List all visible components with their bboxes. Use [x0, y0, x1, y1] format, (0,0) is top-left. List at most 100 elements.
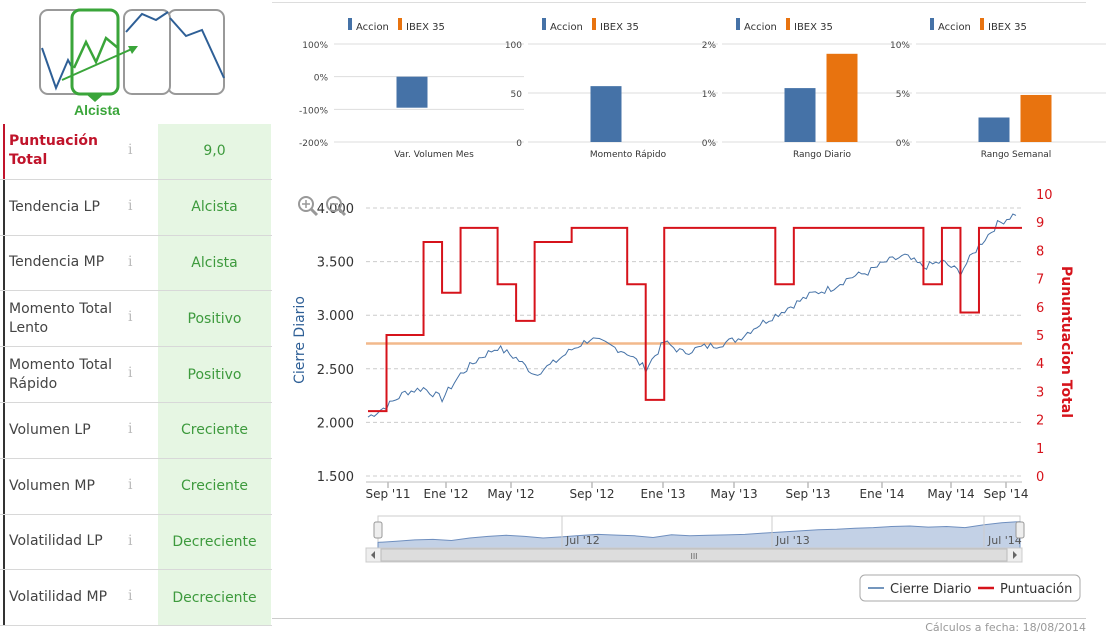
x-tick-label: Sep '14 [984, 487, 1029, 501]
score-row-label: Volumen MP [3, 458, 128, 514]
score-row-value: Decreciente [158, 570, 271, 626]
bottom-divider [272, 618, 1086, 619]
right-axis-title: Pununtuacion Total [1058, 266, 1074, 418]
x-tick-label: Ene '14 [860, 487, 905, 501]
main-legend: Cierre Diario Puntuación [859, 574, 1081, 602]
bar [784, 88, 816, 142]
navigator-left-handle[interactable] [373, 521, 383, 539]
legend-label-score[interactable]: Puntuación [1000, 582, 1072, 597]
x-tick-label: Ene '13 [641, 487, 686, 501]
scroll-right-arrow-icon[interactable] [1013, 551, 1017, 559]
x-tick-label: Sep '13 [786, 487, 831, 501]
tick-label: 0% [314, 74, 329, 84]
navigator[interactable]: Jul '12 Jul '13 Jul '14 [373, 515, 1025, 549]
scrollbar-thumb[interactable] [380, 548, 1008, 562]
tick-label: 100% [302, 41, 328, 51]
score-row-value: Creciente [158, 458, 271, 514]
left-axis-title: Cierre Diario [292, 296, 308, 384]
info-icon[interactable]: i [128, 253, 133, 270]
score-rows: Puntuación Total i 9,0 Tendencia LP i Al… [0, 124, 272, 627]
tick-label: -100% [299, 106, 328, 116]
right-tick-label: 5 [1036, 329, 1044, 344]
left-tick-label: 2.500 [317, 363, 354, 378]
info-icon[interactable]: i [128, 309, 133, 326]
legend-swatch-ibex [398, 18, 402, 30]
score-row-volatilidad-lp: Volatilidad LP i Decreciente [0, 514, 272, 571]
category-label: Rango Semanal [981, 150, 1052, 160]
info-icon[interactable]: i [128, 476, 133, 493]
info-icon[interactable]: i [128, 142, 133, 158]
legend-swatch-ibex [980, 18, 984, 30]
mini-bar-charts: Accion IBEX 35 100% 0% -100% -200% Var. Volume… [299, 18, 1106, 160]
legend-label: Accion [550, 22, 583, 33]
score-row-tendencia-mp: Tendencia MP i Alcista [0, 235, 272, 292]
x-tick-label: Sep '11 [366, 487, 411, 501]
tick-label: 0% [896, 139, 911, 149]
navigator-right-handle[interactable] [1015, 521, 1025, 539]
scrollbar-grip: III [690, 552, 697, 561]
score-row-label: Puntuación Total [3, 124, 128, 179]
score-row-label: Volumen LP [3, 402, 128, 458]
legend-label-close[interactable]: Cierre Diario [890, 582, 972, 597]
legend-label: Accion [356, 22, 389, 33]
score-row-value: Alcista [158, 235, 271, 291]
score-row-value: Alcista [158, 179, 271, 235]
info-icon[interactable]: i [128, 588, 133, 605]
score-row-label: Momento Total Rápido [3, 347, 128, 402]
legend-swatch-accion [542, 18, 546, 30]
scroll-left-arrow-icon[interactable] [371, 551, 375, 559]
score-row-momento-rapido: Momento Total Rápido i Positivo [0, 347, 272, 403]
bar [978, 117, 1010, 142]
trend-label: Alcista [74, 102, 120, 118]
category-label: Var. Volumen Mes [394, 150, 474, 160]
x-tick-label: Sep '12 [570, 487, 615, 501]
right-tick-label: 1 [1036, 442, 1044, 457]
scrollbar[interactable]: III [365, 547, 1023, 563]
navigator-tick-label: Jul '13 [775, 534, 810, 547]
score-row-label: Volatilidad MP [3, 570, 128, 626]
navigator-series [377, 521, 1021, 549]
category-label: Momento Rápido [590, 150, 667, 160]
legend-swatch-ibex [592, 18, 596, 30]
tick-label: -200% [299, 139, 328, 149]
legend-swatch-ibex [786, 18, 790, 30]
right-tick-label: 6 [1036, 301, 1044, 316]
score-row-value: Positivo [158, 347, 271, 402]
close-series-line [367, 213, 1017, 418]
score-row-label: Volatilidad LP [3, 514, 128, 570]
info-icon[interactable]: i [128, 420, 133, 437]
navigator-tick-label: Jul '14 [987, 534, 1022, 547]
mini-chart-1: Accion IBEX 35 100% 0% -100% -200% Var. Volume… [299, 18, 524, 160]
bar [1020, 94, 1052, 142]
score-row-volumen-mp: Volumen MP i Creciente [0, 458, 272, 515]
x-tick-label: Ene '12 [424, 487, 469, 501]
info-icon[interactable]: i [128, 365, 133, 382]
info-icon[interactable]: i [128, 197, 133, 214]
score-row-label: Momento Total Lento [3, 291, 128, 347]
legend-label: IBEX 35 [794, 22, 833, 33]
zoom-in-icon[interactable] [298, 196, 319, 217]
calc-date: Cálculos a fecha: 18/08/2014 [925, 621, 1086, 634]
legend-label: IBEX 35 [600, 22, 639, 33]
right-tick-label: 8 [1036, 244, 1044, 259]
right-tick-label: 7 [1036, 273, 1044, 288]
info-icon[interactable]: i [128, 532, 133, 549]
tick-label: 2% [702, 41, 717, 51]
right-tick-label: 0 [1036, 470, 1044, 485]
score-row-momento-lento: Momento Total Lento i Positivo [0, 291, 272, 348]
score-row-value: Positivo [158, 291, 271, 347]
navigator-tick-label: Jul '12 [565, 534, 600, 547]
left-tick-label: 2.000 [317, 416, 354, 431]
mini-chart-3: Accion IBEX 35 2% 1% 0% Rango Diario [702, 18, 912, 160]
trend-logo [38, 8, 228, 120]
legend-swatch-accion [930, 18, 934, 30]
bar [826, 53, 858, 142]
score-series-line [368, 226, 1022, 413]
x-tick-label: May '12 [487, 487, 534, 501]
zoom-out-icon[interactable] [326, 196, 347, 217]
score-row-value: 9,0 [158, 124, 271, 179]
tick-label: 0% [702, 139, 717, 149]
legend-label: IBEX 35 [406, 22, 445, 33]
right-tick-label: 2 [1036, 414, 1044, 429]
right-tick-label: 9 [1036, 216, 1044, 231]
